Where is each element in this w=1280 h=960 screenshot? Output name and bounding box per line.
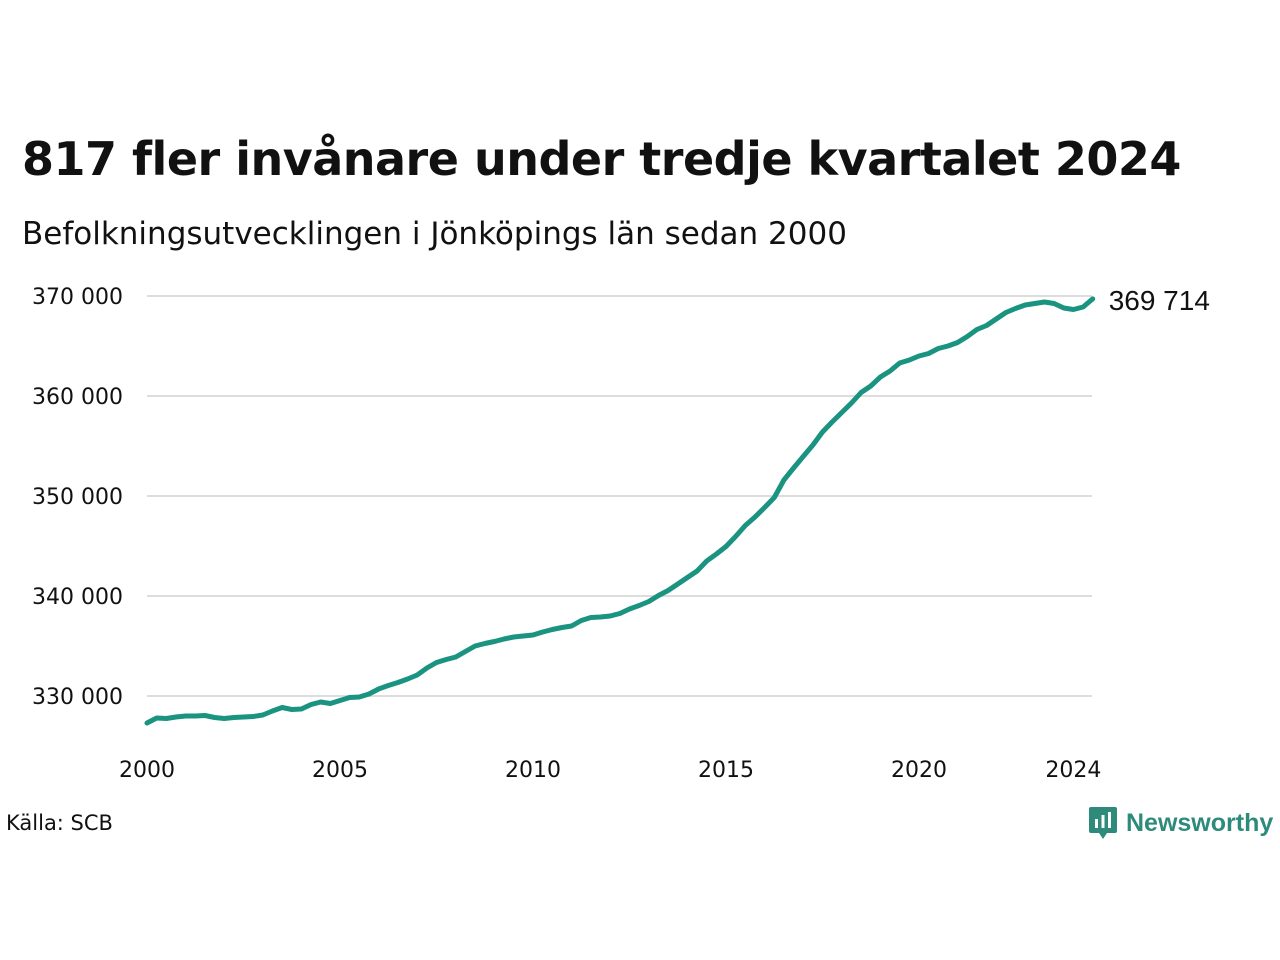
x-tick-label: 2005 bbox=[312, 758, 368, 783]
x-tick-label: 2024 bbox=[1045, 758, 1101, 783]
source-note: Källa: SCB bbox=[6, 811, 113, 835]
last-value-label: 369 714 bbox=[1109, 285, 1210, 316]
x-tick-label: 2020 bbox=[891, 758, 947, 783]
brand-label: Newsworthy bbox=[1126, 808, 1274, 837]
y-tick-label: 360 000 bbox=[32, 385, 123, 410]
chart-subtitle: Befolkningsutvecklingen i Jönköpings län… bbox=[22, 216, 847, 252]
y-tick-label: 330 000 bbox=[32, 685, 123, 710]
newsworthy-brand: Newsworthy bbox=[1088, 803, 1273, 843]
gridlines bbox=[147, 295, 1092, 697]
y-tick-label: 370 000 bbox=[32, 285, 123, 310]
y-tick-label: 350 000 bbox=[32, 485, 123, 510]
x-axis-ticks: 2000 2005 2010 2015 2020 2024 bbox=[119, 758, 1101, 783]
population-series-line bbox=[144, 296, 1096, 726]
y-axis-ticks: 330 000 340 000 350 000 360 000 370 000 bbox=[32, 285, 123, 710]
x-tick-label: 2015 bbox=[698, 758, 754, 783]
y-tick-label: 340 000 bbox=[32, 585, 123, 610]
x-tick-label: 2010 bbox=[505, 758, 561, 783]
x-tick-label: 2000 bbox=[119, 758, 175, 783]
chart-title: 817 fler invånare under tredje kvartalet… bbox=[22, 132, 1181, 186]
newsworthy-logo-icon bbox=[1089, 807, 1117, 839]
